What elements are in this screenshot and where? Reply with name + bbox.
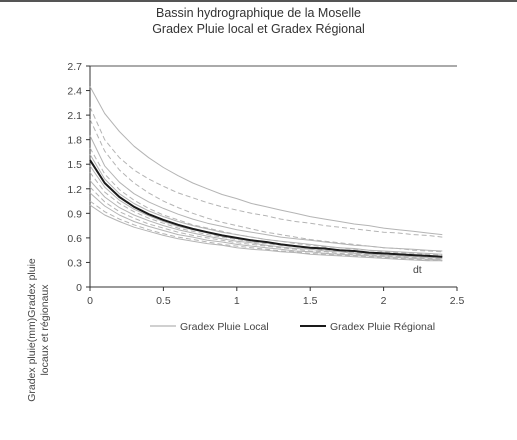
chart-canvas: 0 0.3 0.6 0.9 1.2 1.5 1.8 2.1 2.4 2.7 0 0.5 1 1.5 2 2.5… — [67, 61, 464, 333]
x-tick-label: 2.5 — [450, 295, 465, 307]
series-line-local — [89, 135, 443, 252]
series-line-local — [89, 192, 443, 261]
chart-subtitle: Gradex Pluie local et Gradex Régional — [152, 22, 365, 36]
y-tick-label: 2.7 — [67, 61, 82, 73]
top-border — [0, 0, 517, 2]
chart-title: Bassin hydrographique de la Moselle — [156, 6, 361, 20]
series-line-local — [89, 172, 443, 258]
series-line-local — [89, 200, 443, 262]
series-line-local — [89, 204, 443, 262]
y-tick-label: 0 — [76, 282, 82, 294]
y-tick-label: 2.1 — [67, 110, 82, 122]
series-lines — [89, 86, 443, 262]
series-line-local — [89, 154, 443, 255]
y-tick-label: 1.2 — [67, 184, 82, 196]
x-tick-label: 1 — [234, 295, 240, 307]
y-tick-label: 0.3 — [67, 257, 82, 269]
series-line-local — [89, 180, 443, 259]
x-tick-label: 2 — [381, 295, 387, 307]
y-tick-label: 0.9 — [67, 208, 82, 220]
series-line-local — [89, 186, 443, 260]
series-line-regional — [89, 159, 443, 258]
legend-label-regional: Gradex Pluie Régional — [330, 321, 435, 333]
x-axis-label: dt — [413, 264, 422, 276]
x-tick-label: 1.5 — [303, 295, 318, 307]
axes — [89, 66, 457, 288]
tick-labels: 0 0.3 0.6 0.9 1.2 1.5 1.8 2.1 2.4 2.7 0 0.5 1 1.5 2 2.5 — [67, 61, 464, 307]
x-tick-label: 0.5 — [156, 295, 171, 307]
series-line-local — [89, 106, 443, 238]
y-tick-label: 0.6 — [67, 233, 82, 245]
y-tick-label: 1.8 — [67, 135, 82, 147]
series-line-local — [89, 86, 443, 236]
legend: Gradex Pluie Local Gradex Pluie Régional — [150, 321, 435, 333]
legend-label-local: Gradex Pluie Local — [180, 321, 269, 333]
y-tick-label: 1.5 — [67, 159, 82, 171]
y-tick-label: 2.4 — [67, 86, 82, 98]
series-line-local — [89, 118, 443, 253]
x-tick-label: 0 — [87, 295, 93, 307]
